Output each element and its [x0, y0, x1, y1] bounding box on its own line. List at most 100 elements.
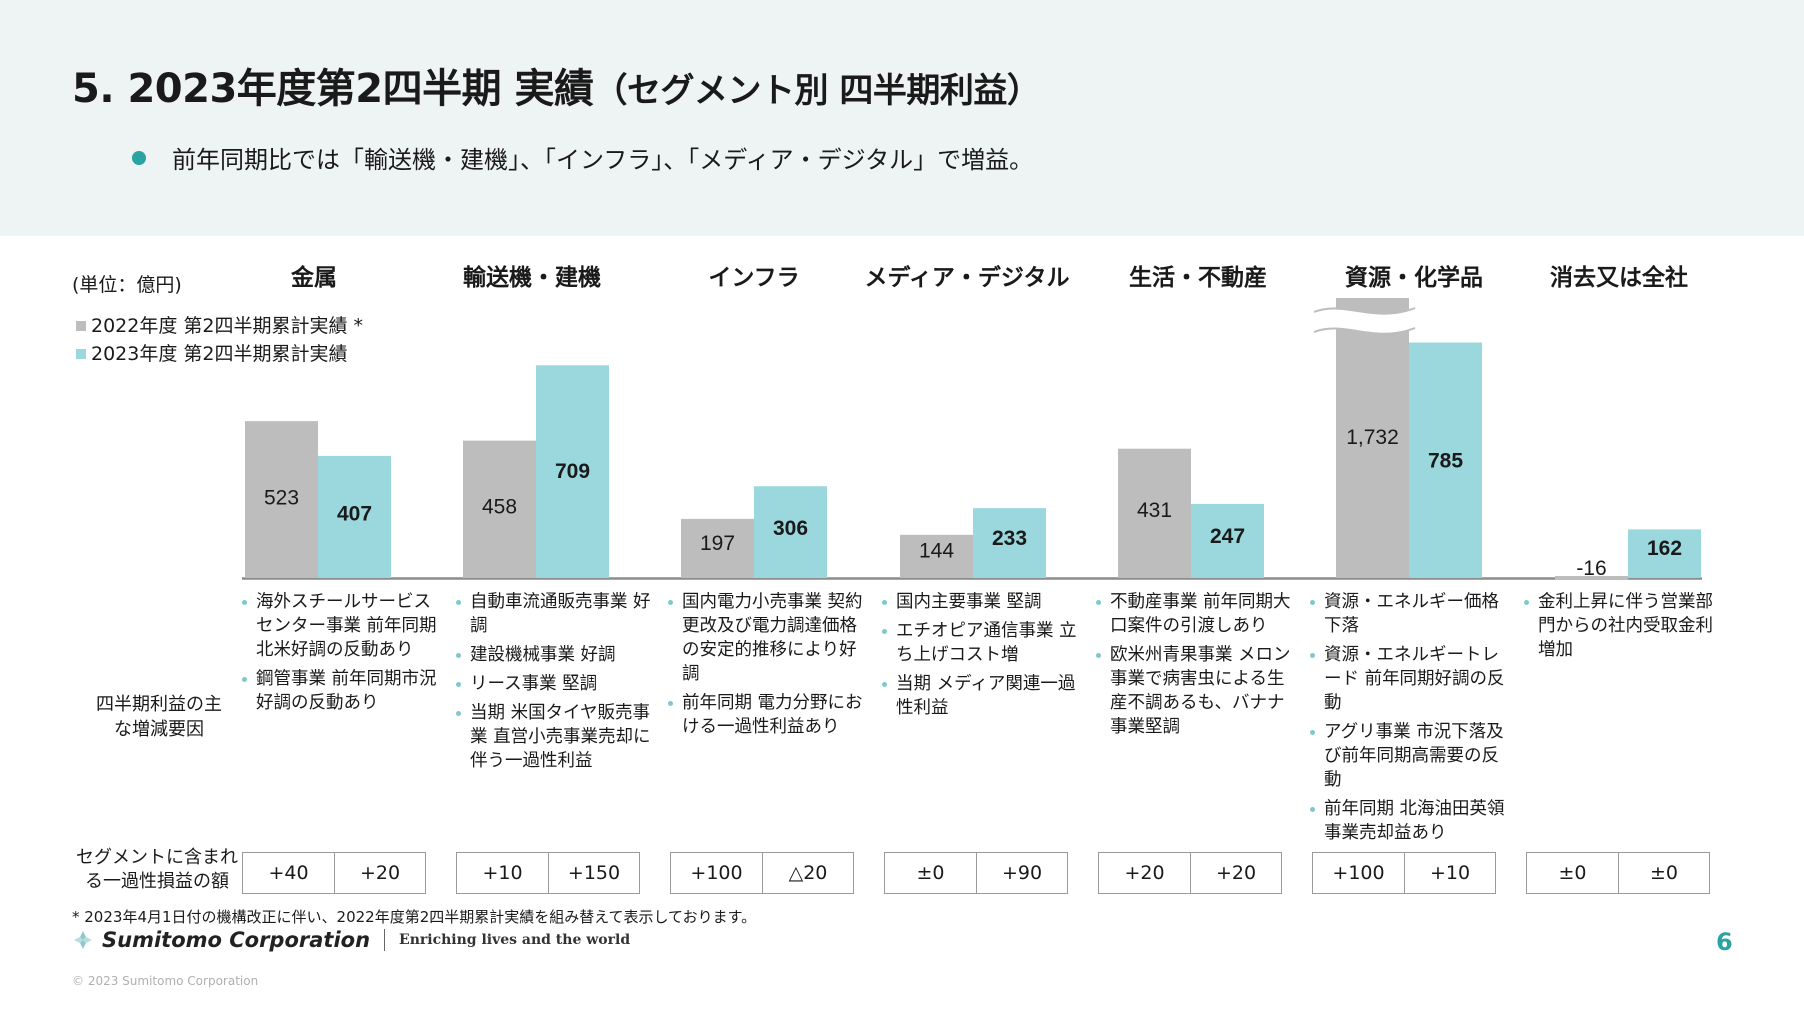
oneoff-box-metals: +40 +20: [242, 852, 426, 894]
oneoff-cell-curr: +20: [1190, 853, 1281, 893]
footnote: * 2023年4月1日付の機構改正に伴い、2022年度第2四半期累計実績を組み替…: [72, 908, 757, 926]
summary-text: 前年同期比では「輸送機・建機」、「インフラ」、「メディア・デジタル」で増益。: [172, 146, 1034, 174]
factor-list-infra: 国内電力小売事業 契約更改及び電力調達価格の安定的推移により好調 前年同期 電力…: [668, 590, 866, 744]
brand-tagline: Enriching lives and the world: [399, 932, 631, 948]
factor-item: 海外スチールサービスセンター事業 前年同期北米好調の反動あり: [242, 590, 440, 662]
bar-curr: [1628, 529, 1701, 578]
unit-label: (単位：億円): [72, 274, 182, 296]
brand: Sumitomo Corporation Enriching lives and…: [72, 928, 630, 952]
bar-prev: [1118, 448, 1191, 578]
bar-value-label: 247: [1210, 525, 1245, 548]
axis-break-line-bottom: [1313, 327, 1416, 335]
segment-header-media: メディア・デジタル: [864, 265, 1070, 291]
bullet-dot-icon: [132, 150, 146, 165]
oneoff-cell-curr: +10: [1404, 853, 1495, 893]
factor-item: リース事業 堅調: [456, 672, 654, 696]
oneoff-cell-prev: +10: [482, 862, 523, 884]
oneoff-cell-prev: ±0: [916, 862, 945, 884]
bar-prev: [463, 440, 536, 578]
oneoff-label: セグメントに含まれる一過性損益の額: [76, 847, 238, 892]
bar-value-label: 458: [482, 495, 517, 518]
segment-header-infra: インフラ: [708, 265, 800, 291]
oneoff-cell-curr: △20: [762, 853, 853, 893]
factor-list-living: 不動産事業 前年同期大口案件の引渡しあり 欧米州青果事業 メロン事業で病害虫によ…: [1096, 590, 1294, 744]
factor-item: 前年同期 電力分野における一過性利益あり: [668, 691, 866, 739]
bar-value-label: 407: [337, 503, 372, 526]
factor-item: 資源・エネルギートレード 前年同期好調の反動: [1310, 643, 1508, 715]
oneoff-box-resources: +100 +10: [1312, 852, 1496, 894]
page-title-main: 5. 2023年度第2四半期 実績: [72, 66, 594, 112]
axis-break-line-top: [1313, 307, 1416, 315]
bar-value-label: 431: [1137, 499, 1172, 522]
oneoff-box-corporate: ±0 ±0: [1526, 852, 1710, 894]
bar-value-label: 785: [1428, 449, 1463, 472]
oneoff-cell-curr: ±0: [1618, 853, 1709, 893]
factor-item: エチオピア通信事業 立ち上げコスト増: [882, 619, 1080, 667]
oneoff-box-living: +20 +20: [1098, 852, 1282, 894]
oneoff-cell-prev: +40: [268, 862, 309, 884]
factor-list-resources: 資源・エネルギー価格下落 資源・エネルギートレード 前年同期好調の反動 アグリ事…: [1310, 590, 1508, 850]
bar-value-label: 197: [700, 532, 735, 555]
oneoff-cell-curr: +150: [548, 853, 639, 893]
bar-value-label: 233: [992, 527, 1027, 550]
oneoff-cell-prev: +100: [1332, 862, 1385, 884]
sumitomo-logo-icon: [74, 931, 92, 949]
oneoff-box-transport: +10 +150: [456, 852, 640, 894]
segment-header-metals: 金属: [291, 265, 337, 291]
factor-item: 前年同期 北海油田英領事業売却益あり: [1310, 797, 1508, 845]
copyright: © 2023 Sumitomo Corporation: [72, 974, 259, 988]
bar-value-label: 1,732: [1346, 426, 1399, 449]
bar-prev: [1336, 298, 1409, 578]
segment-header-transport: 輸送機・建機: [463, 265, 601, 291]
bar-chart: 523 407 458 709 197 306 144 233 431 247 1,732 785 -1…: [242, 298, 1702, 580]
factor-item: 国内主要事業 堅調: [882, 590, 1080, 614]
bar-value-label: -16: [1576, 557, 1606, 580]
factor-item: 鋼管事業 前年同期市況好調の反動あり: [242, 667, 440, 715]
bar-curr: [973, 508, 1046, 578]
legend: 2022年度 第2四半期累計実績 * 2023年度 第2四半期累計実績: [76, 312, 363, 368]
factor-item: 不動産事業 前年同期大口案件の引渡しあり: [1096, 590, 1294, 638]
legend-label-prev: 2022年度 第2四半期累計実績 *: [91, 315, 364, 337]
bar-curr: [1409, 342, 1482, 578]
bar-value-label: 144: [919, 540, 954, 563]
factor-item: 資源・エネルギー価格下落: [1310, 590, 1508, 638]
factor-item: アグリ事業 市況下落及び前年同期高需要の反動: [1310, 720, 1508, 792]
factor-item: 建設機械事業 好調: [456, 643, 654, 667]
segment-header-living: 生活・不動産: [1129, 265, 1267, 291]
summary-bullet: 前年同期比では「輸送機・建機」、「インフラ」、「メディア・デジタル」で増益。: [132, 140, 1033, 175]
factor-item: 国内電力小売事業 契約更改及び電力調達価格の安定的推移により好調: [668, 590, 866, 686]
bar-prev: [900, 534, 973, 578]
bar-value-label: 306: [773, 517, 808, 540]
factor-item: 金利上昇に伴う営業部門からの社内受取金利増加: [1524, 590, 1722, 662]
bar-curr: [1191, 503, 1264, 578]
page-title-sub: （セグメント別 四半期利益）: [593, 71, 1041, 111]
bar-prev: [245, 421, 318, 578]
factor-list-corporate: 金利上昇に伴う営業部門からの社内受取金利増加: [1524, 590, 1722, 667]
bar-value-label: 709: [555, 460, 590, 483]
oneoff-cell-prev: +100: [690, 862, 743, 884]
bar-value-label: 523: [264, 486, 299, 509]
factor-list-transport: 自動車流通販売事業 好調 建設機械事業 好調 リース事業 堅調 当期 米国タイヤ…: [456, 590, 654, 778]
legend-swatch-curr: [76, 349, 86, 359]
oneoff-cell-curr: +20: [334, 853, 425, 893]
factors-label: 四半期利益の主な増減要因: [96, 694, 222, 740]
bar-curr: [754, 486, 827, 578]
bar-prev: [681, 518, 754, 578]
legend-swatch-prev: [76, 321, 86, 331]
page-number: 6: [1716, 928, 1733, 956]
header-band: [0, 0, 1804, 236]
brand-name: Sumitomo Corporation: [102, 928, 371, 952]
factor-list-metals: 海外スチールサービスセンター事業 前年同期北米好調の反動あり 鋼管事業 前年同期…: [242, 590, 440, 720]
legend-item-prev: 2022年度 第2四半期累計実績 *: [76, 312, 363, 340]
bar-prev: [1555, 576, 1628, 580]
factor-list-media: 国内主要事業 堅調 エチオピア通信事業 立ち上げコスト増 当期 メディア関連一過…: [882, 590, 1080, 725]
oneoff-box-media: ±0 +90: [884, 852, 1068, 894]
oneoff-cell-prev: ±0: [1558, 862, 1587, 884]
factor-item: 欧米州青果事業 メロン事業で病害虫による生産不調あるも、バナナ事業堅調: [1096, 643, 1294, 739]
legend-item-curr: 2023年度 第2四半期累計実績: [76, 340, 363, 368]
factor-item: 当期 米国タイヤ販売事業 直営小売事業売却に伴う一過性利益: [456, 701, 654, 773]
factor-item: 当期 メディア関連一過性利益: [882, 672, 1080, 720]
bar-value-label: 162: [1647, 537, 1682, 560]
segment-header-corporate: 消去又は全社: [1550, 265, 1688, 291]
oneoff-box-infra: +100 △20: [670, 852, 854, 894]
